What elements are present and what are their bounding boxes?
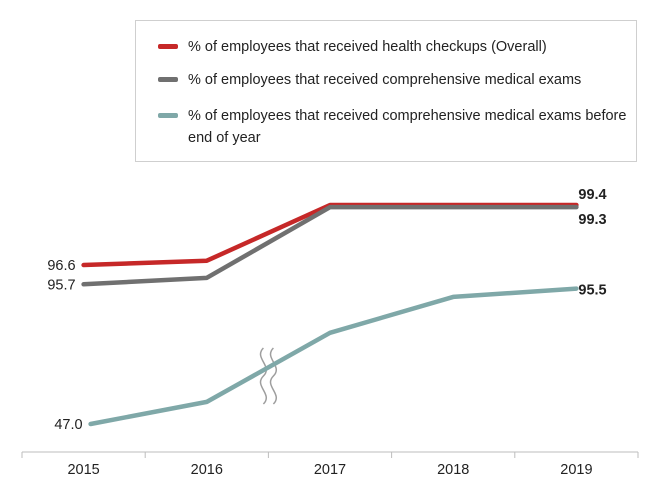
data-label: 95.7 <box>47 277 75 293</box>
axis-break-marks <box>259 347 277 405</box>
data-label: 99.3 <box>578 212 606 228</box>
legend-label-health-checkups: % of employees that received health chec… <box>188 39 547 55</box>
x-tick-label: 2015 <box>67 462 99 478</box>
x-axis: 2015 2016 2017 2018 2019 <box>21 451 639 478</box>
x-tick-label: 2017 <box>314 462 346 478</box>
legend: % of employees that received health chec… <box>135 20 637 162</box>
series-line-1 <box>81 202 579 268</box>
data-labels: 96.6 99.4 95.7 99.3 47.0 95.5 <box>47 187 606 433</box>
series-line-2 <box>81 204 579 287</box>
data-label: 47.0 <box>54 417 82 433</box>
legend-swatch-health-checkups <box>158 44 178 49</box>
data-label: 96.6 <box>47 258 75 274</box>
x-tick-label: 2019 <box>560 462 592 478</box>
legend-swatch-comprehensive-exams <box>158 77 178 82</box>
legend-label-comprehensive-exams: % of employees that received comprehensi… <box>188 72 582 88</box>
series-line-3 <box>88 286 579 427</box>
data-label: 95.5 <box>578 283 606 299</box>
series-lines <box>81 202 579 427</box>
x-tick-label: 2016 <box>191 462 223 478</box>
legend-swatch-exams-before-year-end <box>158 113 178 118</box>
x-tick-label: 2018 <box>437 462 469 478</box>
legend-label-exams-before-year-end: % of employees that received comprehensi… <box>188 108 627 146</box>
axis-break-mark-1 <box>259 347 267 405</box>
axis-break-mark-2 <box>269 347 277 405</box>
data-label: 99.4 <box>578 187 606 203</box>
